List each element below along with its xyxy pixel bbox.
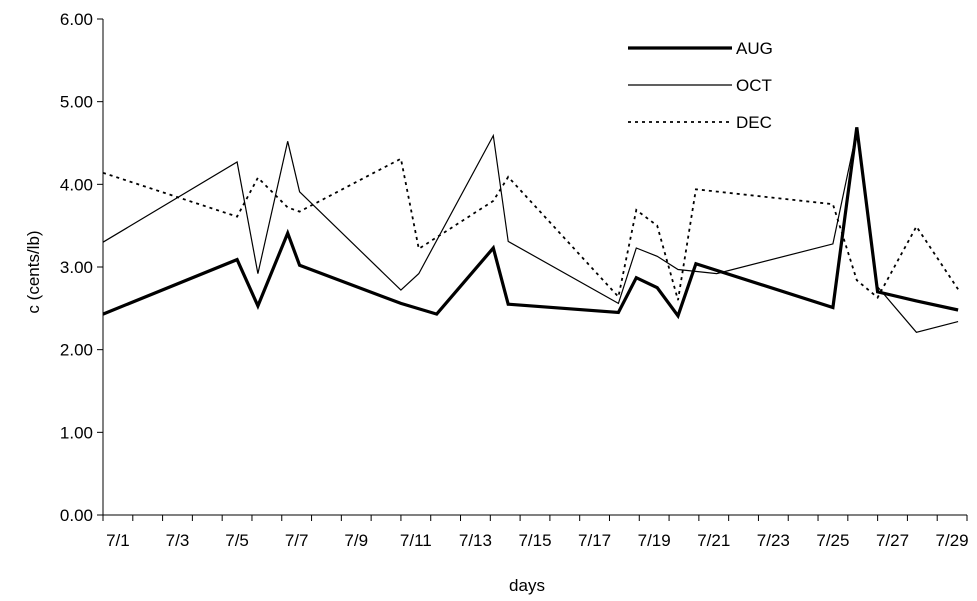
x-tick-label: 7/21 <box>697 531 730 550</box>
x-tick-label: 7/27 <box>876 531 909 550</box>
x-tick-label: 7/19 <box>638 531 671 550</box>
x-tick-label: 7/29 <box>936 531 969 550</box>
y-tick-label: 4.00 <box>60 175 93 194</box>
x-tick-label: 7/9 <box>344 531 368 550</box>
series-line-dec <box>102 157 959 301</box>
y-tick-label: 3.00 <box>60 258 93 277</box>
y-tick-label: 6.00 <box>60 10 93 29</box>
x-tick-label: 7/1 <box>106 531 130 550</box>
y-tick-label: 1.00 <box>60 423 93 442</box>
legend-label-oct: OCT <box>736 76 772 95</box>
legend-label-aug: AUG <box>736 39 773 58</box>
x-tick-label: 7/3 <box>166 531 190 550</box>
x-tick-label: 7/17 <box>578 531 611 550</box>
x-tick-label: 7/5 <box>225 531 249 550</box>
y-tick-label: 5.00 <box>60 93 93 112</box>
x-tick-label: 7/13 <box>459 531 492 550</box>
y-axis-title: c (cents/lb) <box>24 230 43 313</box>
x-tick-label: 7/23 <box>757 531 790 550</box>
y-tick-label: 0.00 <box>60 506 93 525</box>
x-tick-label: 7/11 <box>400 531 432 550</box>
x-tick-label: 7/7 <box>285 531 309 550</box>
series-line-aug <box>102 127 959 320</box>
legend-label-dec: DEC <box>736 113 772 132</box>
series-line-oct <box>102 130 959 333</box>
y-tick-label: 2.00 <box>60 341 93 360</box>
x-tick-label: 7/15 <box>518 531 551 550</box>
x-tick-label: 7/25 <box>816 531 849 550</box>
x-axis-title: days <box>509 576 545 595</box>
